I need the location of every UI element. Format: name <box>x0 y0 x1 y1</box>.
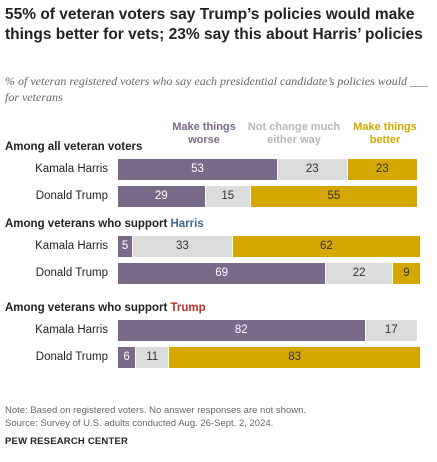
bar-row: 29 15 55 <box>118 186 420 207</box>
legend-item-worse: Make things worse <box>159 121 249 147</box>
bar-segment-better: 23 <box>347 159 417 180</box>
row-label: Donald Trump <box>35 267 108 279</box>
note-text: Note: Based on registered voters. No ans… <box>5 405 306 416</box>
bar-segment-no_change: 17 <box>365 320 417 341</box>
legend-item-better: Make things better <box>345 121 425 147</box>
row-label: Donald Trump <box>35 190 108 202</box>
row-label: Donald Trump <box>35 351 108 363</box>
bar-segment-worse: 82 <box>118 320 365 341</box>
bar-segment-no_change: 33 <box>133 236 232 257</box>
row-label: Kamala Harris <box>35 240 108 252</box>
bar-segment-no_change: 15 <box>205 186 250 207</box>
bar-row: 82 17 <box>118 320 420 341</box>
bar-row: 53 23 23 <box>118 159 420 180</box>
legend-line: Make things <box>172 121 236 133</box>
bar-row: 5 33 62 <box>118 236 420 257</box>
source-text: Source: Survey of U.S. adults conducted … <box>5 418 274 429</box>
chart-title: 55% of veteran voters say Trump’s polici… <box>5 6 423 43</box>
legend-line: better <box>369 134 401 146</box>
legend-line: either way <box>267 134 321 146</box>
legend-item-no_change: Not change much either way <box>244 121 344 147</box>
bar-segment-worse: 6 <box>118 347 136 368</box>
bar-segment-worse: 29 <box>118 186 205 207</box>
bar-segment-no_change: 22 <box>326 263 392 284</box>
brand-logo-text: PEW RESEARCH CENTER <box>5 436 129 447</box>
bar-row: 69 22 9 <box>118 263 420 284</box>
group-label-candidate: Trump <box>170 302 206 314</box>
bar-segment-better: 9 <box>392 263 420 284</box>
legend-line: Make things <box>353 121 417 133</box>
bar-segment-no_change: 23 <box>278 159 347 180</box>
legend-line: Not change much <box>247 121 341 133</box>
group-label-text: Among all veteran voters <box>5 141 143 153</box>
bar-segment-better: 83 <box>169 347 420 368</box>
bar-row: 6 11 83 <box>118 347 420 368</box>
bar-segment-worse: 69 <box>118 263 326 284</box>
row-label: Kamala Harris <box>35 163 108 175</box>
group-label-candidate: Harris <box>170 218 204 230</box>
group-label: Among all veteran voters <box>5 141 142 153</box>
group-label-text: Among veterans who support <box>5 302 171 314</box>
group-label: Among veterans who support Trump <box>5 302 206 314</box>
bar-segment-better: 55 <box>250 186 417 207</box>
bar-segment-no_change: 11 <box>136 347 169 368</box>
bar-segment-better: 62 <box>232 236 420 257</box>
legend-line: worse <box>188 134 220 146</box>
chart-subtitle: % of veteran registered voters who say e… <box>5 74 429 104</box>
bar-segment-worse: 5 <box>118 236 133 257</box>
bar-segment-worse: 53 <box>118 159 278 180</box>
group-label-text: Among veterans who support <box>5 218 171 230</box>
row-label: Kamala Harris <box>35 324 108 336</box>
group-label: Among veterans who support Harris <box>5 218 204 230</box>
